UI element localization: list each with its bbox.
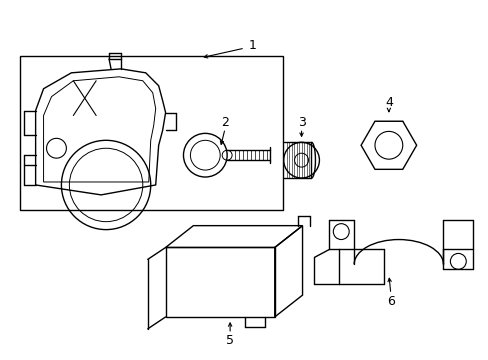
Text: 6: 6	[386, 294, 394, 307]
Text: 3: 3	[297, 116, 305, 129]
Text: 4: 4	[384, 96, 392, 109]
Text: 2: 2	[221, 116, 228, 129]
Text: 1: 1	[248, 39, 256, 51]
Bar	[165, 247, 274, 317]
Text: 5: 5	[225, 334, 234, 347]
Bar	[20, 56, 282, 210]
